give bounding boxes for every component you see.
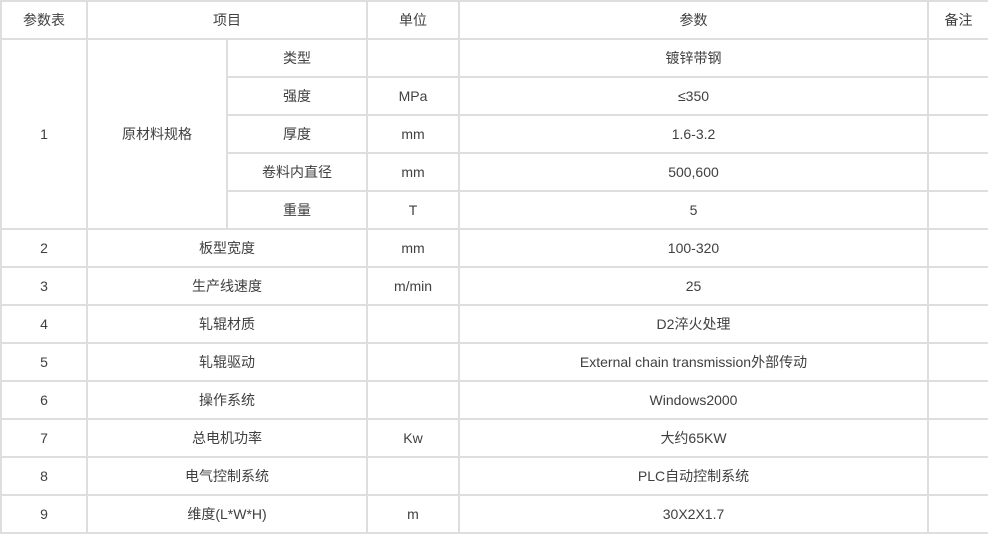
row-index: 2: [0, 228, 88, 268]
note-cell: [927, 380, 988, 420]
param-cell: 500,600: [458, 152, 929, 192]
unit-cell: [366, 456, 460, 496]
param-cell: 镀锌带钢: [458, 38, 929, 78]
header-param: 参数: [458, 0, 929, 40]
item-sub-label: 强度: [226, 76, 368, 116]
table-row: 重量 T 5: [1, 190, 988, 230]
item-sub-label: 类型: [226, 38, 368, 78]
unit-cell: m: [366, 494, 460, 534]
note-cell: [927, 114, 988, 154]
note-cell: [927, 418, 988, 458]
header-item: 项目: [86, 0, 368, 40]
table-row: 2 板型宽度 mm 100-320: [0, 228, 988, 268]
row-index: 6: [0, 380, 88, 420]
table-row: 卷料内直径 mm 500,600: [1, 152, 988, 192]
unit-cell: T: [366, 190, 460, 230]
item-label: 轧辊驱动: [86, 342, 368, 382]
unit-cell: [366, 380, 460, 420]
param-cell: 大约65KW: [458, 418, 929, 458]
param-cell: Windows2000: [458, 380, 929, 420]
unit-cell: [366, 304, 460, 344]
param-cell: PLC自动控制系统: [458, 456, 929, 496]
row-index: 3: [0, 266, 88, 306]
note-cell: [927, 38, 988, 78]
table-header-row: 参数表 项目 单位 参数 备注: [0, 0, 988, 40]
row-index: 9: [0, 494, 88, 534]
table-row: 1 原材料规格 类型 镀锌带钢: [0, 38, 988, 230]
param-cell: ≤350: [458, 76, 929, 116]
param-cell: D2淬火处理: [458, 304, 929, 344]
table-row: 6 操作系统 Windows2000: [0, 380, 988, 420]
note-cell: [927, 190, 988, 230]
table-row: 7 总电机功率 Kw 大约65KW: [0, 418, 988, 458]
item-sub-label: 卷料内直径: [226, 152, 368, 192]
note-cell: [927, 152, 988, 192]
table-row: 强度 MPa ≤350: [1, 76, 988, 116]
unit-cell: [366, 38, 460, 78]
row-index: 8: [0, 456, 88, 496]
note-cell: [927, 342, 988, 382]
item-label: 电气控制系统: [86, 456, 368, 496]
row-index: 1: [0, 38, 88, 230]
item-label: 生产线速度: [86, 266, 368, 306]
spec-table-body: 1 原材料规格 类型 镀锌带钢 强度 MPa ≤350 厚度 mm 1.6-3.2 卷料内直径 mm 5…: [0, 38, 988, 534]
unit-cell: mm: [366, 114, 460, 154]
unit-cell: Kw: [366, 418, 460, 458]
note-cell: [927, 266, 988, 306]
table-row: 4 轧辊材质 D2淬火处理: [0, 304, 988, 344]
row-index: 5: [0, 342, 88, 382]
note-cell: [927, 76, 988, 116]
unit-cell: MPa: [366, 76, 460, 116]
table-row: 厚度 mm 1.6-3.2: [1, 114, 988, 154]
row-index: 7: [0, 418, 88, 458]
item-label: 板型宽度: [86, 228, 368, 268]
table-row: 3 生产线速度 m/min 25: [0, 266, 988, 306]
table-row: 5 轧辊驱动 External chain transmission外部传动: [0, 342, 988, 382]
param-cell: External chain transmission外部传动: [458, 342, 929, 382]
item-label: 轧辊材质: [86, 304, 368, 344]
param-cell: 5: [458, 190, 929, 230]
unit-cell: [366, 342, 460, 382]
note-cell: [927, 456, 988, 496]
row-index: 4: [0, 304, 88, 344]
note-cell: [927, 494, 988, 534]
unit-cell: mm: [366, 152, 460, 192]
unit-cell: mm: [366, 228, 460, 268]
param-cell: 100-320: [458, 228, 929, 268]
item-sub-label: 厚度: [226, 114, 368, 154]
param-cell: 30X2X1.7: [458, 494, 929, 534]
item-label: 维度(L*W*H): [86, 494, 368, 534]
note-cell: [927, 304, 988, 344]
header-index: 参数表: [0, 0, 88, 40]
header-note: 备注: [927, 0, 988, 40]
param-cell: 25: [458, 266, 929, 306]
item-label: 操作系统: [86, 380, 368, 420]
item-label: 总电机功率: [86, 418, 368, 458]
item-group-label: 原材料规格: [86, 38, 228, 230]
item-sub-label: 重量: [226, 190, 368, 230]
header-unit: 单位: [366, 0, 460, 40]
unit-cell: m/min: [366, 266, 460, 306]
param-cell: 1.6-3.2: [458, 114, 929, 154]
note-cell: [927, 228, 988, 268]
table-row: 9 维度(L*W*H) m 30X2X1.7: [0, 494, 988, 534]
table-row: 8 电气控制系统 PLC自动控制系统: [0, 456, 988, 496]
